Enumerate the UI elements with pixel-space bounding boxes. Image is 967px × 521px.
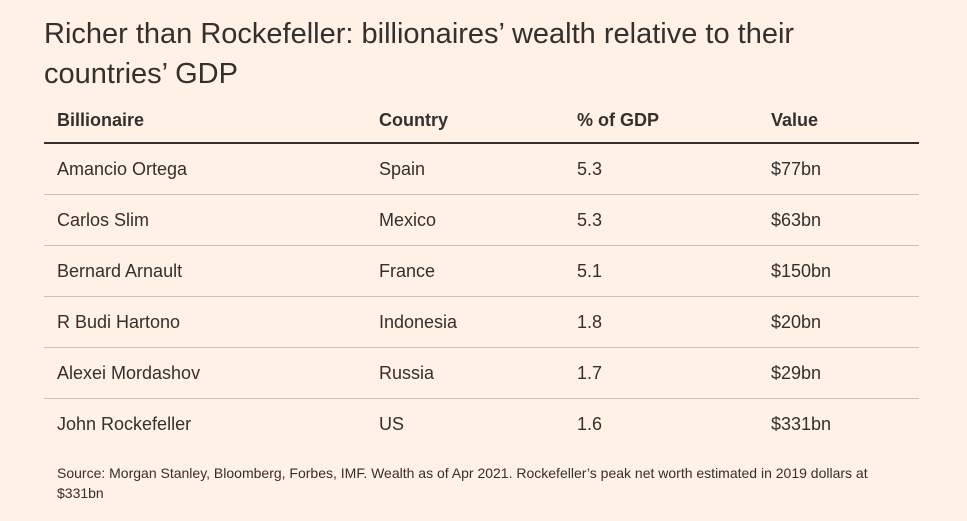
cell-gdp-pct: 5.1 xyxy=(577,245,771,297)
column-header-billionaire: Billionaire xyxy=(44,98,379,144)
table-header-row: Billionaire Country % of GDP Value xyxy=(44,98,919,144)
cell-country: US xyxy=(379,413,405,434)
cell-billionaire: John Rockefeller xyxy=(57,413,192,434)
cell-gdp-pct: 5.3 xyxy=(577,143,771,195)
cell-value: $331bn xyxy=(771,413,832,434)
cell-billionaire: R Budi Hartono xyxy=(44,296,379,348)
column-header-gdp-pct: % of GDP xyxy=(577,98,771,144)
billionaires-table: Billionaire Country % of GDP Value Amanc… xyxy=(44,98,919,449)
cell-gdp-pct: 1.8 xyxy=(577,296,771,348)
cell-billionaire: Amancio Ortega xyxy=(44,143,379,195)
cell-billionaire: Alexei Mordashov xyxy=(44,347,379,399)
table-row: Bernard Arnault France 5.1 $150bn xyxy=(44,245,919,297)
table-row: R Budi Hartono Indonesia 1.8 $20bn xyxy=(44,296,919,348)
source-note: Source: Morgan Stanley, Bloomberg, Forbe… xyxy=(57,465,868,501)
column-header-value: Value xyxy=(771,98,919,144)
column-header-country: Country xyxy=(379,98,577,144)
cell-country: France xyxy=(379,245,577,297)
chart-title: Richer than Rockefeller: billionaires’ w… xyxy=(44,18,795,90)
cell-billionaire: Carlos Slim xyxy=(44,194,379,246)
table-row: Amancio Ortega Spain 5.3 $77bn xyxy=(44,143,919,195)
table-row: John Rockefeller US 1.6 $331bn xyxy=(44,399,919,450)
cell-value: $77bn xyxy=(771,143,919,195)
cell-value: $29bn xyxy=(771,347,919,399)
cell-gdp-pct: 5.3 xyxy=(577,194,771,246)
cell-gdp-pct: 1.6 xyxy=(577,413,603,434)
cell-country: Russia xyxy=(379,347,577,399)
cell-country: Mexico xyxy=(379,194,577,246)
cell-value: $20bn xyxy=(771,296,919,348)
cell-country: Indonesia xyxy=(379,296,577,348)
cell-value: $150bn xyxy=(771,245,919,297)
table-row: Alexei Mordashov Russia 1.7 $29bn xyxy=(44,347,919,399)
cell-value: $63bn xyxy=(771,194,919,246)
table-row: Carlos Slim Mexico 5.3 $63bn xyxy=(44,194,919,246)
cell-billionaire: Bernard Arnault xyxy=(44,245,379,297)
cell-gdp-pct: 1.7 xyxy=(577,347,771,399)
cell-country: Spain xyxy=(379,143,577,195)
